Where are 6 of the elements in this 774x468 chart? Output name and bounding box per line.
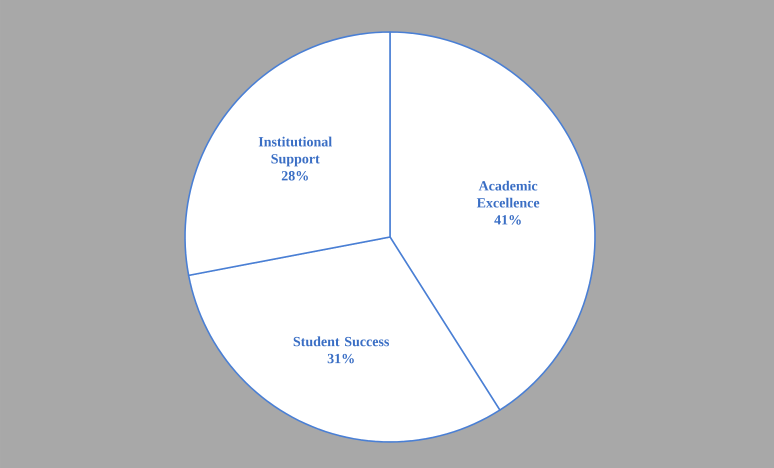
data-label: 41%: [494, 215, 521, 225]
slice-label: Institutional Support: [258, 136, 332, 166]
data-label: 31%: [328, 354, 354, 364]
slice-label: Academic Excellence: [476, 180, 540, 208]
data-label: 28%: [282, 171, 308, 181]
slice-label: Student Success: [294, 336, 390, 346]
